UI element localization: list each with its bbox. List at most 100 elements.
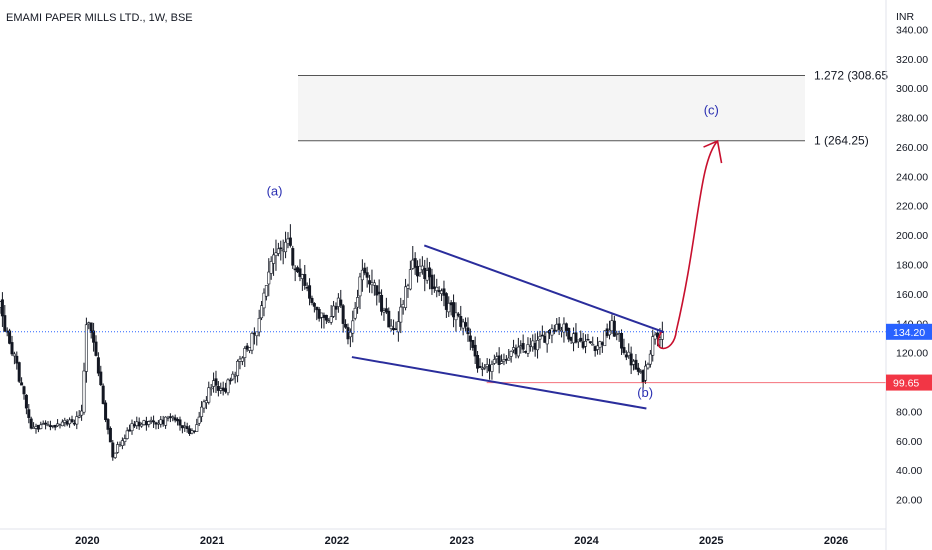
candle-body xyxy=(452,302,456,318)
candle xyxy=(514,344,518,359)
candle xyxy=(216,381,220,397)
candle xyxy=(384,297,388,315)
wave-label-1: (b) xyxy=(637,385,653,400)
candle xyxy=(233,371,237,384)
candle-body xyxy=(569,336,573,341)
candle xyxy=(312,302,316,313)
candle-body xyxy=(454,312,458,321)
candle xyxy=(543,330,547,343)
candle xyxy=(449,299,453,316)
candle xyxy=(288,224,292,248)
candle xyxy=(24,394,28,415)
candle-body xyxy=(346,327,350,340)
x-tick-label: 2026 xyxy=(824,535,848,547)
candle-series xyxy=(0,224,664,461)
candle-body xyxy=(123,438,127,442)
candle xyxy=(10,335,14,357)
candle xyxy=(454,302,458,332)
candle xyxy=(341,304,345,333)
candle-body xyxy=(413,258,417,268)
candle xyxy=(346,323,350,345)
candle-body xyxy=(149,419,153,422)
candle xyxy=(579,330,583,343)
candle-body xyxy=(334,306,338,310)
candle xyxy=(94,335,98,357)
candle xyxy=(545,331,549,353)
candle xyxy=(248,347,252,354)
candle xyxy=(596,337,600,355)
candle-body xyxy=(279,247,283,250)
candle xyxy=(32,422,36,429)
candle-body xyxy=(0,299,4,317)
candle-body xyxy=(588,341,592,344)
candle xyxy=(394,321,398,331)
candle xyxy=(471,339,475,351)
candle xyxy=(142,419,146,426)
candle xyxy=(70,415,74,424)
candle xyxy=(634,353,638,370)
candle-body xyxy=(533,343,537,350)
candle-body xyxy=(312,303,316,307)
candle xyxy=(572,327,576,352)
candle xyxy=(53,424,57,431)
candle xyxy=(135,416,139,429)
candle-body xyxy=(627,351,631,356)
y-axis[interactable]: 20.0040.0060.0080.00100.00120.00140.0016… xyxy=(886,24,932,507)
candle xyxy=(322,312,326,329)
candle xyxy=(152,415,156,428)
candle xyxy=(240,356,244,366)
candle xyxy=(65,419,69,427)
candle xyxy=(464,317,468,332)
candle xyxy=(188,425,192,436)
current-price-tag xyxy=(886,323,932,340)
x-axis[interactable]: 2020 2021 2022 2023 2024 2025 2026 xyxy=(75,535,848,547)
candle xyxy=(442,280,446,307)
candle xyxy=(440,288,444,302)
y-tick-label: 20.00 xyxy=(896,495,922,507)
candle-body xyxy=(140,423,144,427)
candle-body xyxy=(620,333,624,349)
x-tick-label: 2025 xyxy=(699,535,723,547)
x-tick-label: 2024 xyxy=(574,535,599,547)
candle-body xyxy=(576,339,580,343)
candle-body xyxy=(252,332,256,335)
candle xyxy=(185,422,189,433)
drawing-overlay: (a) (b) (c) xyxy=(0,103,886,410)
candle xyxy=(372,279,376,296)
candle-body xyxy=(648,353,652,365)
candle xyxy=(300,273,304,291)
candle-body xyxy=(468,335,472,342)
candle-body xyxy=(291,248,295,266)
candle xyxy=(456,312,460,318)
candle xyxy=(264,285,268,301)
candle xyxy=(521,334,525,353)
candle xyxy=(22,385,26,400)
candle xyxy=(329,305,333,325)
candle xyxy=(84,317,88,383)
candle-body xyxy=(269,261,273,274)
candle xyxy=(646,362,650,370)
candle-body xyxy=(212,380,216,387)
candle-body xyxy=(324,314,328,321)
candle xyxy=(334,302,338,321)
candle xyxy=(269,256,273,280)
candle xyxy=(20,377,24,386)
candle-body xyxy=(209,387,213,390)
candle-body xyxy=(216,386,220,391)
candle-body xyxy=(80,410,84,416)
candle xyxy=(39,421,43,430)
candle-body xyxy=(15,355,19,364)
candle-body xyxy=(651,336,655,356)
candle-body xyxy=(281,249,285,252)
candle xyxy=(504,355,508,364)
candle-body xyxy=(94,341,98,356)
candle xyxy=(128,424,132,432)
candle-body xyxy=(375,285,379,296)
candle xyxy=(408,260,412,291)
candle-body xyxy=(483,366,487,369)
candle-body xyxy=(224,388,228,392)
candle-body xyxy=(545,331,549,345)
chart-title: EMAMI PAPER MILLS LTD., 1W, BSE xyxy=(6,12,193,24)
candle-body xyxy=(238,358,242,362)
